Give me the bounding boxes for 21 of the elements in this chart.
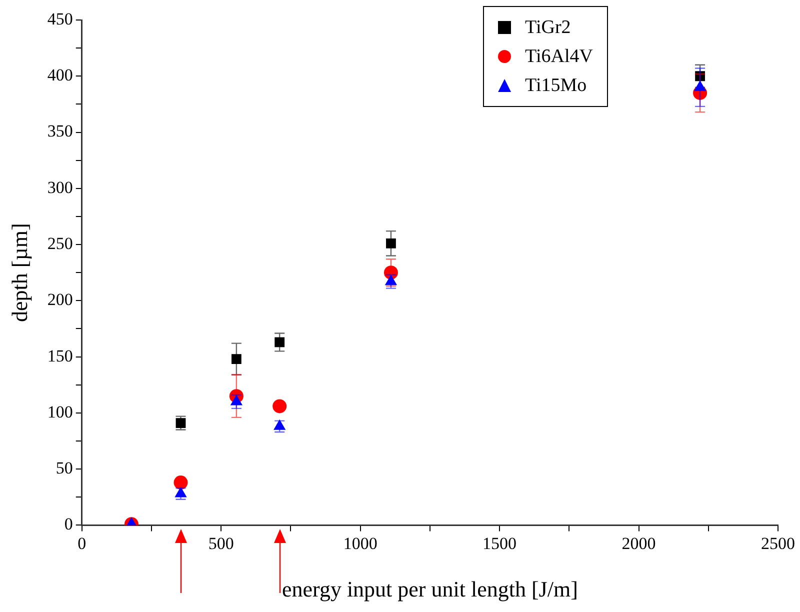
x-tick-label: 2500 — [761, 534, 795, 553]
legend-label: TiGr2 — [525, 16, 571, 38]
y-tick-label: 450 — [47, 9, 73, 28]
x-tick-label: 2000 — [622, 534, 656, 553]
y-tick-label: 300 — [47, 178, 73, 197]
x-tick-label: 500 — [208, 534, 234, 553]
x-tick-label: 1000 — [343, 534, 378, 553]
y-tick-label: 0 — [64, 514, 73, 534]
y-tick-label: 100 — [47, 402, 73, 422]
y-tick-label: 50 — [56, 458, 73, 478]
y-tick-label: 200 — [47, 290, 73, 310]
legend-label: Ti15Mo — [525, 74, 587, 96]
y-tick-label: 400 — [47, 66, 73, 85]
x-axis-title: energy input per unit length [J/m] — [282, 576, 578, 602]
y-tick-label: 150 — [47, 346, 73, 366]
y-tick-label: 250 — [47, 234, 73, 253]
x-tick-label: 0 — [78, 534, 86, 553]
legend-label: Ti6Al4V — [525, 46, 593, 68]
y-axis-title: depth [µm] — [6, 223, 32, 322]
x-tick-label: 1500 — [482, 534, 517, 553]
y-tick-label: 350 — [47, 122, 73, 141]
